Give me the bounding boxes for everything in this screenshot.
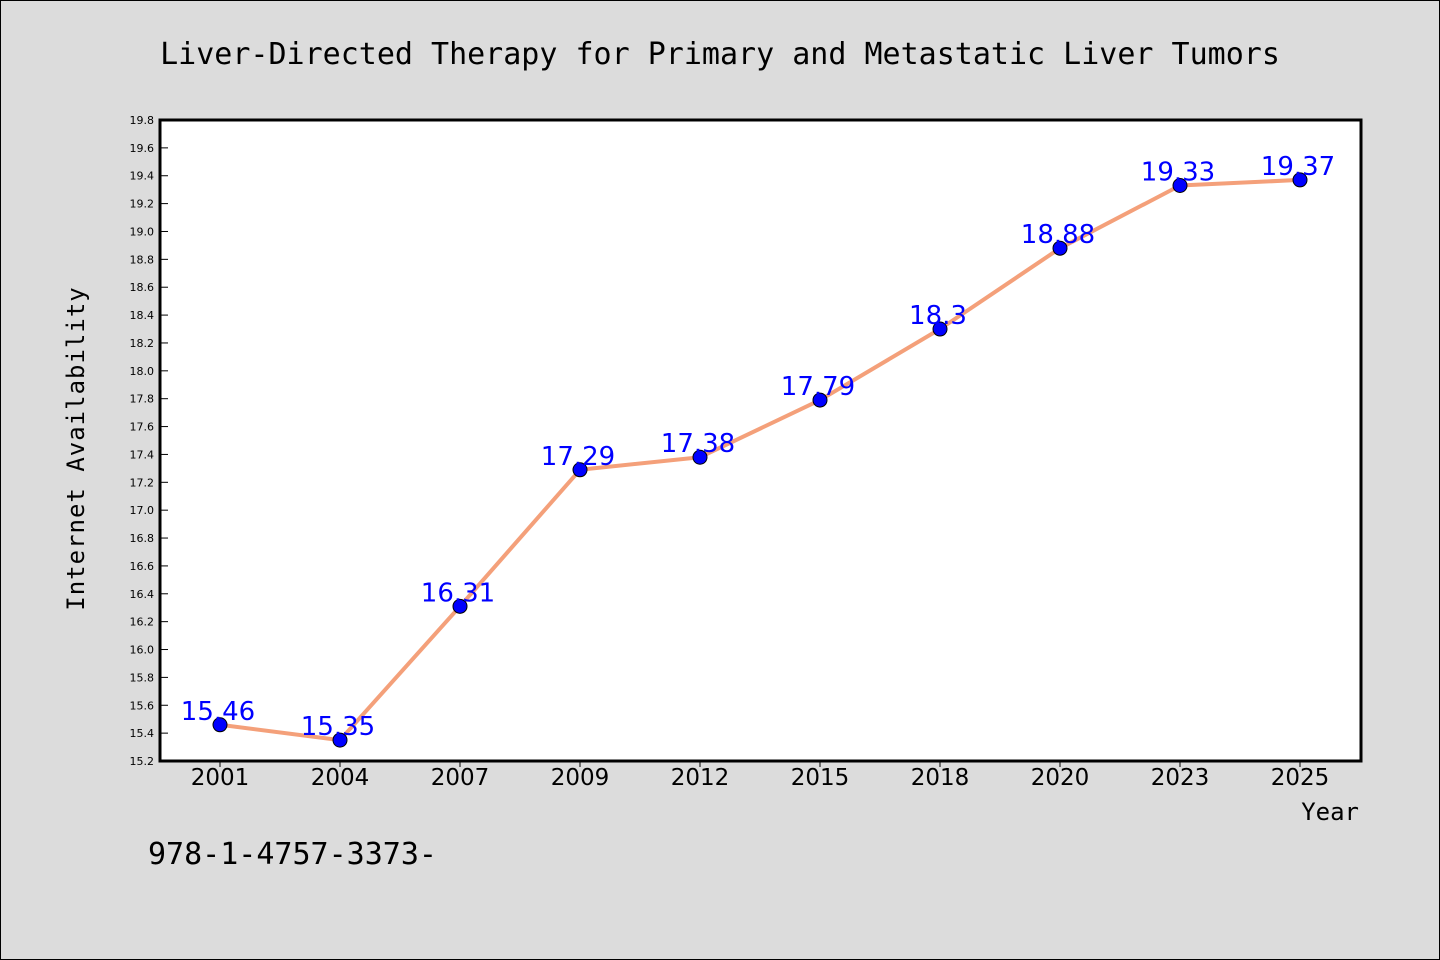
chart-title: Liver-Directed Therapy for Primary and M…	[160, 37, 1280, 72]
y-tick-label: 17.8	[130, 393, 155, 406]
x-tick-label: 2009	[551, 765, 610, 791]
y-tick-label: 18.4	[130, 309, 155, 322]
data-point	[212, 717, 228, 733]
x-tick-label: 2007	[431, 765, 490, 791]
y-tick-label: 15.8	[130, 671, 155, 684]
y-tick-label: 17.4	[130, 448, 155, 461]
y-tick-label: 18.2	[130, 337, 155, 350]
data-label: 16.31	[421, 578, 495, 608]
data-point	[1292, 172, 1308, 188]
x-axis-label: Year	[1301, 798, 1359, 826]
data-label: 19.37	[1261, 152, 1335, 182]
data-label: 19.33	[1141, 157, 1215, 187]
y-tick-label: 16.2	[130, 616, 155, 629]
y-tick-label: 15.2	[130, 755, 155, 768]
y-tick-label: 18.0	[130, 365, 155, 378]
y-tick-label: 16.6	[130, 560, 155, 573]
series-group: 15.46 15.35 16.31 17.29 17.38 17.79 18.3 18.88 1…	[181, 152, 1335, 748]
data-label: 18.3	[909, 301, 967, 331]
y-tick-label: 16.4	[130, 588, 155, 601]
data-point	[932, 321, 948, 337]
data-point	[1052, 240, 1068, 256]
data-point	[332, 732, 348, 748]
data-point	[692, 449, 708, 465]
x-tick-label: 2001	[191, 765, 250, 791]
y-tick-label: 15.6	[130, 699, 155, 712]
data-label: 15.35	[301, 712, 375, 742]
y-tick-label: 19.4	[130, 170, 155, 183]
y-tick-label: 19.6	[130, 142, 155, 155]
y-tick-label: 19.2	[130, 198, 155, 211]
data-label: 17.29	[541, 442, 615, 472]
y-axis-label: Internet Availability	[62, 286, 90, 610]
y-tick-label: 19.8	[130, 114, 155, 127]
x-tick-label: 2023	[1151, 765, 1210, 791]
y-tick-label: 17.2	[130, 476, 155, 489]
x-tick-label: 2015	[791, 765, 850, 791]
x-axis: 2001 2004 2007 2009 2012 2015 2018 2020 2023 2025	[191, 761, 1330, 791]
data-label: 15.46	[181, 697, 255, 727]
y-tick-label: 17.0	[130, 504, 155, 517]
data-label: 17.38	[661, 429, 735, 459]
data-point	[1172, 177, 1188, 193]
data-point	[812, 392, 828, 408]
y-tick-label: 16.8	[130, 532, 155, 545]
y-tick-label: 18.6	[130, 281, 155, 294]
y-tick-label: 16.0	[130, 644, 155, 657]
y-tick-label: 18.8	[130, 253, 155, 266]
y-tick-label: 19.0	[130, 225, 155, 238]
footer-code: 978-1-4757-3373-	[148, 837, 437, 872]
data-point	[452, 598, 468, 614]
data-label: 17.79	[781, 372, 855, 402]
x-tick-label: 2012	[671, 765, 730, 791]
y-axis: 15.2 15.4 15.6 15.8 16.0 16.2 16.4 16.6 16.8 17.0…	[130, 114, 168, 768]
x-tick-label: 2018	[911, 765, 970, 791]
x-tick-label: 2004	[311, 765, 370, 791]
plot-area	[158, 118, 1363, 763]
y-tick-label: 15.4	[130, 727, 155, 740]
data-point	[572, 462, 588, 478]
x-tick-label: 2025	[1271, 765, 1330, 791]
x-tick-label: 2020	[1031, 765, 1090, 791]
series-line	[219, 177, 1301, 743]
y-tick-label: 17.6	[130, 421, 155, 434]
data-label: 18.88	[1021, 220, 1095, 250]
